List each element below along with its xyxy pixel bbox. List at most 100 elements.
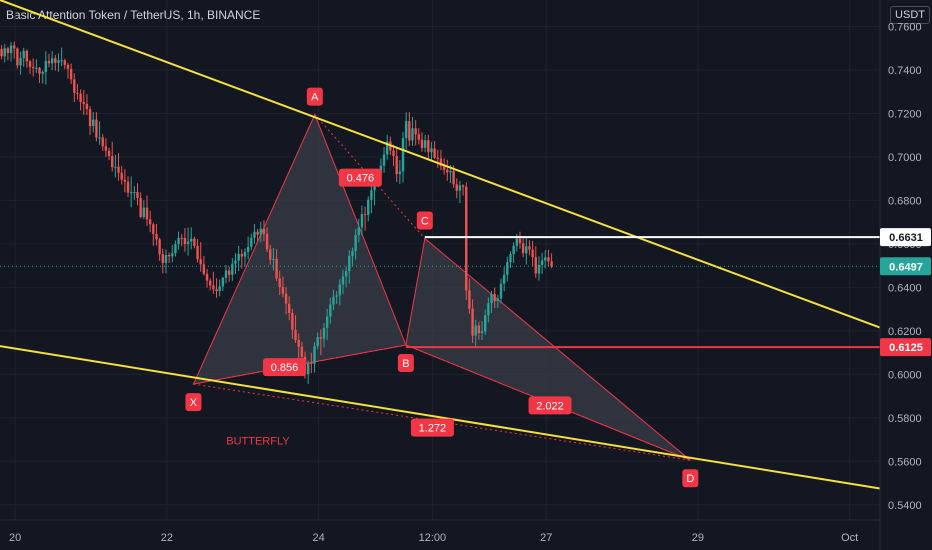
candle-body xyxy=(0,48,3,57)
candle-body xyxy=(414,128,417,135)
candle-body xyxy=(202,264,206,274)
price-axis-tick: 0.7200 xyxy=(888,108,922,120)
price-label-badge xyxy=(880,228,931,247)
candle-body xyxy=(319,337,323,339)
candle-body xyxy=(477,325,481,334)
candle-body xyxy=(47,60,51,64)
candle-body xyxy=(363,213,367,215)
candle-body xyxy=(360,213,364,228)
candle-body xyxy=(269,249,272,260)
candle-body xyxy=(234,260,237,264)
candle-body xyxy=(341,276,345,285)
candle-body xyxy=(458,185,462,191)
candle-body xyxy=(521,243,525,254)
candle-body xyxy=(531,249,534,258)
pattern-ratio-label: 2.022 xyxy=(536,400,564,412)
pattern-ratio-label: 0.476 xyxy=(347,173,375,185)
candle-body xyxy=(382,154,386,166)
pattern-point-label: B xyxy=(402,358,409,370)
candle-body xyxy=(218,286,221,292)
candle-body xyxy=(329,304,332,317)
candle-body xyxy=(88,109,92,127)
candle-body xyxy=(148,219,152,225)
candle-body xyxy=(300,346,304,357)
candle-body xyxy=(19,58,22,66)
price-axis-tick: 0.5800 xyxy=(888,413,922,425)
candle-body xyxy=(528,246,531,250)
candle-body xyxy=(455,184,458,191)
candle-body xyxy=(325,316,329,328)
candle-body xyxy=(38,67,41,74)
candle-body xyxy=(322,327,326,339)
candle-body xyxy=(291,313,294,330)
candle-body xyxy=(82,101,85,104)
candle-body xyxy=(310,362,313,364)
candle-body xyxy=(164,255,168,264)
candle-body xyxy=(60,60,63,62)
currency-badge[interactable]: USDT xyxy=(890,6,930,24)
time-axis-tick: Oct xyxy=(841,532,858,544)
candle-body xyxy=(313,346,316,364)
candle-body xyxy=(275,258,278,279)
price-axis-tick: 0.7400 xyxy=(888,65,922,77)
pattern-ratio-link xyxy=(193,344,406,385)
candle-body xyxy=(449,171,452,173)
trendline xyxy=(0,345,881,490)
pattern-ratio-link xyxy=(405,344,691,461)
candle-body xyxy=(114,166,117,168)
trendline xyxy=(0,0,881,329)
candle-body xyxy=(123,179,127,182)
pattern-point-badge xyxy=(185,393,202,412)
candle-body xyxy=(133,191,136,193)
candle-body xyxy=(237,253,240,261)
candle-body xyxy=(484,315,487,332)
candle-body xyxy=(370,190,373,200)
candle-body xyxy=(246,246,250,252)
price-label-text: 0.6497 xyxy=(889,261,923,273)
candle-body xyxy=(193,238,196,246)
pattern-point-label: X xyxy=(190,397,198,409)
candle-body xyxy=(272,258,275,260)
candle-body xyxy=(398,171,402,175)
candle-body xyxy=(417,134,421,140)
candle-body xyxy=(174,244,177,254)
candle-body xyxy=(240,253,244,257)
candle-body xyxy=(205,273,209,281)
candle-body xyxy=(439,158,443,167)
candle-body xyxy=(253,231,256,238)
candle-body xyxy=(338,284,341,296)
candle-body xyxy=(212,285,215,290)
pattern-point-badge xyxy=(682,469,699,488)
candle-body xyxy=(281,286,285,294)
time-axis-tick: 12:00 xyxy=(419,532,447,544)
candle-body xyxy=(85,103,89,110)
candle-body xyxy=(348,256,351,272)
price-axis-tick: 0.6400 xyxy=(888,282,922,294)
candle-body xyxy=(196,245,199,260)
pattern-ratio-label: 1.272 xyxy=(419,423,447,435)
candle-body xyxy=(537,265,541,274)
candle-body xyxy=(284,293,288,304)
candle-body xyxy=(427,140,430,153)
candle-body xyxy=(73,79,76,93)
pattern-point-label: A xyxy=(311,92,319,104)
candle-body xyxy=(265,233,269,250)
candle-body xyxy=(430,148,433,153)
candle-body xyxy=(76,92,79,94)
candle-body xyxy=(136,191,139,199)
candle-body xyxy=(518,238,522,244)
candle-body xyxy=(335,295,338,297)
candle-body xyxy=(395,156,398,175)
candle-body xyxy=(35,67,38,69)
candle-body xyxy=(215,289,218,292)
candle-body xyxy=(351,250,354,257)
candle-body xyxy=(104,146,108,151)
price-axis-tick: 0.7600 xyxy=(888,22,922,34)
pattern-ratio-badge xyxy=(262,358,306,377)
candle-body xyxy=(98,137,101,139)
candle-body xyxy=(79,93,82,102)
price-label-text: 0.6125 xyxy=(889,342,923,354)
candle-body xyxy=(50,58,54,64)
candle-body xyxy=(411,128,414,141)
